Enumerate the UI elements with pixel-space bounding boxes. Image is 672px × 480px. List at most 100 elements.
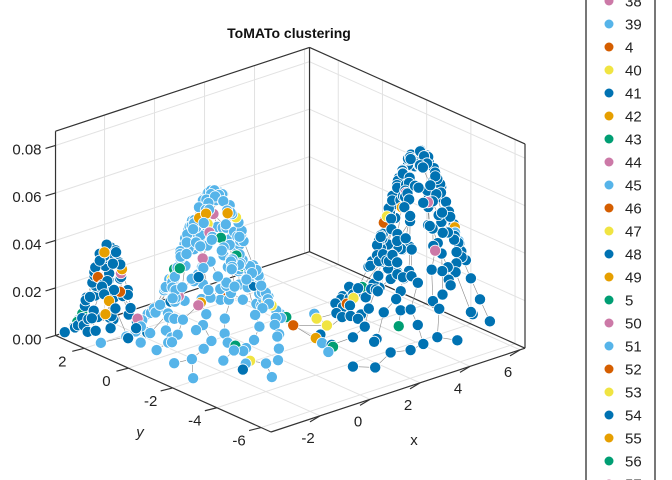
data-point: [200, 308, 213, 321]
z-tick-mark: [45, 144, 56, 150]
data-point: [272, 354, 285, 367]
data-point: [227, 344, 240, 357]
data-point: [404, 209, 417, 222]
legend-label: 40: [625, 63, 642, 80]
legend-marker-icon: [604, 111, 614, 121]
legend-marker-icon: [604, 42, 614, 52]
data-point: [228, 280, 241, 293]
data-point: [185, 353, 198, 366]
data-point: [450, 246, 463, 259]
legend-label: 50: [625, 316, 642, 333]
data-point: [110, 246, 123, 259]
x-tick-label: 6: [504, 364, 512, 381]
z-tick-mark: [45, 239, 56, 245]
data-point: [211, 270, 224, 283]
data-point: [377, 306, 390, 319]
y-tick-mark: [248, 426, 262, 432]
data-point: [358, 320, 371, 333]
grid-line-z-right-wall: [309, 203, 526, 302]
data-point: [404, 153, 417, 166]
data-point: [391, 256, 404, 269]
y-tick-label: 2: [58, 353, 66, 370]
legend-label: 38: [625, 0, 642, 11]
grid-line-x-floor: [304, 252, 521, 351]
data-point: [187, 372, 200, 385]
data-point: [215, 244, 228, 257]
data-point: [236, 293, 249, 306]
data-point: [423, 219, 436, 232]
data-point: [417, 337, 430, 350]
data-point: [405, 243, 418, 256]
legend-marker-icon: [604, 341, 614, 351]
data-point: [322, 345, 335, 358]
y-tick-label: 0: [102, 373, 110, 390]
data-point: [197, 216, 210, 229]
data-point: [248, 334, 261, 347]
data-point: [225, 263, 238, 276]
data-point: [134, 336, 147, 349]
y-tick-label: -4: [188, 413, 201, 430]
grid-line-z-left-wall: [55, 156, 310, 241]
data-point: [168, 357, 181, 370]
legend-label: 48: [625, 247, 642, 264]
data-point: [85, 312, 98, 325]
data-point: [352, 282, 365, 295]
data-point: [240, 273, 253, 286]
data-point: [205, 233, 218, 246]
data-point: [436, 288, 449, 301]
legend-marker-icon: [604, 410, 614, 420]
z-tick-mark: [45, 334, 56, 340]
data-point: [104, 322, 117, 335]
box-edge: [55, 46, 310, 132]
x-tick-mark: [459, 365, 471, 373]
z-tick-label: 0.06: [12, 189, 41, 206]
grid-line-z-left-wall: [55, 61, 310, 146]
x-tick-mark: [409, 382, 421, 390]
data-point: [124, 302, 137, 315]
legend-label: 51: [625, 339, 642, 356]
grid-line-z-right-wall: [309, 156, 526, 254]
data-point: [194, 240, 207, 253]
data-point: [109, 302, 122, 315]
data-point: [404, 303, 417, 316]
data-point: [192, 299, 205, 312]
data-point: [433, 302, 446, 315]
data-point: [346, 360, 359, 373]
data-point: [343, 299, 356, 312]
legend-marker-icon: [604, 65, 614, 75]
data-point: [287, 319, 300, 332]
y-tick-mark: [160, 387, 173, 392]
data-point: [371, 285, 384, 298]
data-point: [58, 326, 71, 339]
data-point: [310, 312, 323, 325]
data-point: [385, 212, 398, 225]
x-axis-label: x: [410, 432, 418, 449]
y-tick-mark: [204, 407, 218, 412]
data-point: [372, 269, 385, 282]
legend-marker-icon: [604, 433, 614, 443]
data-point: [255, 279, 268, 292]
data-point: [253, 320, 266, 333]
data-point: [144, 327, 157, 340]
data-point: [320, 319, 333, 332]
data-point: [94, 336, 107, 349]
data-point: [416, 161, 429, 174]
data-point: [259, 357, 272, 370]
legend-label: 47: [625, 224, 642, 241]
y-tick-label: -6: [232, 433, 245, 450]
data-point: [483, 315, 496, 328]
data-point: [394, 304, 407, 317]
data-point: [425, 263, 438, 276]
legend-label: 43: [625, 132, 642, 149]
data-point: [165, 336, 178, 349]
data-point: [429, 244, 442, 257]
data-point: [218, 312, 231, 325]
grid-line-y-floor: [260, 343, 516, 429]
data-point: [192, 271, 205, 284]
data-point: [392, 320, 405, 333]
data-point: [176, 281, 189, 294]
data-point: [426, 295, 439, 308]
data-point: [106, 257, 119, 270]
data-point: [271, 330, 284, 343]
